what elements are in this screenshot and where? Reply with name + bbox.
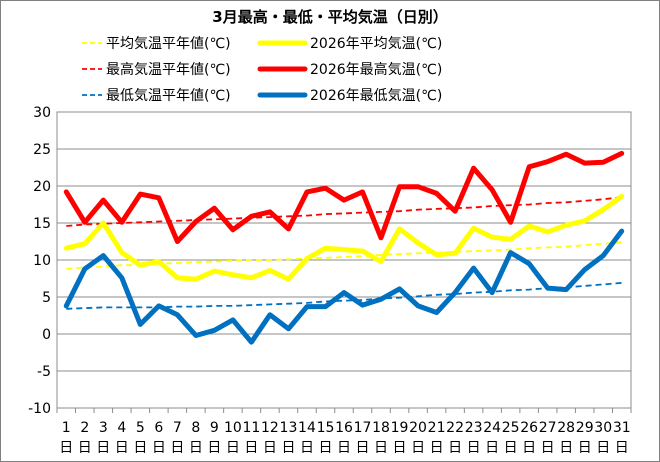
- series-line-2: [66, 196, 622, 227]
- legend-label: 2026年最高気温(℃): [310, 61, 442, 78]
- legend: 平均気温平年値(℃) 2026年平均気温(℃) 最高気温平年値(℃) 2026年最高気…: [82, 36, 442, 104]
- x-tick-label: 10: [224, 420, 242, 436]
- y-tick-label: 25: [33, 142, 51, 158]
- x-tick-day-suffix: 日: [226, 440, 240, 456]
- x-tick-label: 4: [117, 420, 126, 436]
- x-tick-day-suffix: 日: [152, 440, 166, 456]
- x-tick-label: 20: [409, 420, 427, 436]
- x-tick-day-suffix: 日: [337, 440, 351, 456]
- y-tick-label: -5: [37, 364, 51, 380]
- x-tick-label: 22: [446, 420, 464, 436]
- chart-title: 3月最高・最低・平均気温（日別）: [212, 8, 447, 26]
- legend-label: 2026年平均気温(℃): [310, 36, 442, 52]
- series-line-5: [63, 228, 625, 345]
- x-tick-day-suffix: 日: [393, 440, 407, 456]
- x-tick-label: 14: [298, 420, 316, 436]
- x-tick-day-suffix: 日: [115, 440, 129, 456]
- x-tick-label: 31: [613, 420, 631, 436]
- x-tick-day-suffix: 日: [430, 440, 444, 456]
- x-tick-label: 17: [354, 420, 372, 436]
- plot-area: [56, 111, 632, 409]
- x-tick-day-suffix: 日: [318, 440, 332, 456]
- y-tick-label: 5: [42, 290, 51, 306]
- x-tick-label: 7: [173, 420, 182, 436]
- legend-label: 最低気温平年値(℃): [106, 88, 231, 104]
- x-tick-label: 25: [502, 420, 520, 436]
- x-tick-day-suffix: 日: [263, 440, 277, 456]
- x-tick-label: 29: [576, 420, 594, 436]
- x-tick-label: 12: [261, 420, 279, 436]
- x-tick-day-suffix: 日: [504, 440, 518, 456]
- x-tick-day-suffix: 日: [541, 440, 555, 456]
- axes: 302520151050-5-101日2日3日4日5日6日7日8日9日10日11…: [28, 105, 632, 456]
- x-tick-label: 1: [62, 420, 71, 436]
- x-tick-label: 5: [136, 420, 145, 436]
- x-tick-day-suffix: 日: [356, 440, 370, 456]
- y-tick-label: 10: [33, 253, 51, 269]
- x-tick-label: 3: [99, 420, 108, 436]
- x-tick-day-suffix: 日: [578, 440, 592, 456]
- legend-label: 2026年最低気温(℃): [310, 88, 442, 104]
- x-tick-label: 27: [539, 420, 557, 436]
- series-line-1: [63, 193, 625, 282]
- x-tick-day-suffix: 日: [133, 440, 147, 456]
- legend-label: 最高気温平年値(℃): [106, 61, 231, 78]
- x-tick-day-suffix: 日: [300, 440, 314, 456]
- x-tick-label: 21: [428, 420, 446, 436]
- x-tick-label: 19: [391, 420, 409, 436]
- y-tick-label: 0: [42, 327, 51, 343]
- x-tick-label: 13: [280, 420, 298, 436]
- x-tick-label: 24: [483, 420, 501, 436]
- x-tick-day-suffix: 日: [189, 440, 203, 456]
- x-tick-label: 30: [594, 420, 612, 436]
- x-tick-day-suffix: 日: [59, 440, 73, 456]
- x-tick-label: 16: [335, 420, 353, 436]
- x-tick-label: 11: [243, 420, 261, 436]
- y-tick-label: 20: [33, 179, 51, 195]
- x-tick-label: 9: [210, 420, 219, 436]
- x-tick-day-suffix: 日: [170, 440, 184, 456]
- x-tick-label: 18: [372, 420, 390, 436]
- x-tick-day-suffix: 日: [522, 440, 536, 456]
- x-tick-label: 6: [154, 420, 163, 436]
- x-tick-day-suffix: 日: [411, 440, 425, 456]
- y-tick-label: -10: [28, 401, 51, 417]
- x-tick-day-suffix: 日: [615, 440, 629, 456]
- x-tick-label: 15: [317, 420, 335, 436]
- x-tick-label: 23: [465, 420, 483, 436]
- x-tick-day-suffix: 日: [485, 440, 499, 456]
- series-line-3: [63, 150, 625, 244]
- x-tick-label: 2: [80, 420, 89, 436]
- legend-label: 平均気温平年値(℃): [106, 36, 231, 52]
- x-tick-label: 28: [557, 420, 575, 436]
- x-tick-day-suffix: 日: [448, 440, 462, 456]
- x-tick-day-suffix: 日: [467, 440, 481, 456]
- series-lines: [63, 150, 625, 345]
- x-tick-day-suffix: 日: [559, 440, 573, 456]
- x-tick-label: 8: [191, 420, 200, 436]
- x-tick-label: 26: [520, 420, 538, 436]
- x-tick-day-suffix: 日: [596, 440, 610, 456]
- y-tick-label: 30: [33, 105, 51, 121]
- x-tick-day-suffix: 日: [96, 440, 110, 456]
- y-tick-label: 15: [33, 216, 51, 232]
- x-tick-day-suffix: 日: [281, 440, 295, 456]
- x-tick-day-suffix: 日: [374, 440, 388, 456]
- x-tick-day-suffix: 日: [244, 440, 258, 456]
- x-tick-day-suffix: 日: [78, 440, 92, 456]
- x-tick-day-suffix: 日: [207, 440, 221, 456]
